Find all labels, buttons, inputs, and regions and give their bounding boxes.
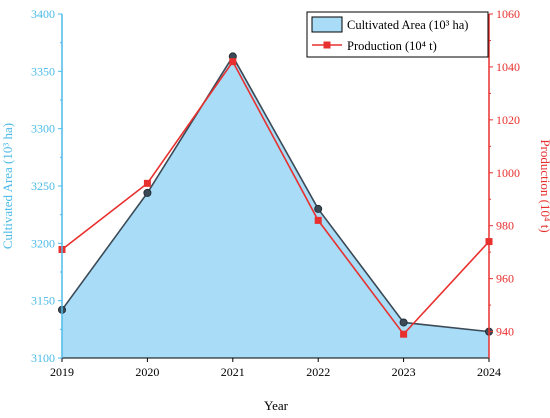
- x-tick-label-2020: 2020: [135, 365, 159, 379]
- left-y-tick-label-3250: 3250: [31, 179, 55, 193]
- axes-layer: 2019 2020 2021 2022 2023 2024 3100 3150 3200 3250…: [31, 7, 520, 379]
- right-y-tick-label-980: 980: [496, 219, 514, 233]
- right-y-axis-title: Production (10⁴ t): [538, 139, 550, 232]
- cultivated-area-point-2020: [143, 188, 152, 197]
- left-y-tick-label-3350: 3350: [31, 64, 55, 78]
- right-y-tick-label-1020: 1020: [496, 113, 520, 127]
- x-tick-label-2021: 2021: [221, 365, 245, 379]
- x-tick-label-2019: 2019: [50, 365, 74, 379]
- legend-production-label: Production (10⁴ t): [347, 39, 437, 53]
- left-y-tick-label-3150: 3150: [31, 294, 55, 308]
- x-axis-title: Year: [264, 398, 289, 413]
- left-y-axis-title: Cultivated Area (10³ ha): [0, 123, 15, 249]
- right-y-tick-label-1040: 1040: [496, 60, 520, 74]
- production-point-2020: [143, 179, 151, 187]
- cultivated-area-line: [61, 54, 490, 333]
- legend-production-marker: [323, 41, 331, 49]
- left-y-tick-label-3400: 3400: [31, 7, 55, 21]
- legend: Cultivated Area (10³ ha) Production (10⁴…: [306, 11, 489, 58]
- right-y-tick-label-1000: 1000: [496, 166, 520, 180]
- x-tick-label-2022: 2022: [306, 365, 330, 379]
- production-line: [61, 60, 490, 336]
- production-point-2021: [229, 58, 237, 66]
- left-y-tick-label-3200: 3200: [31, 236, 55, 250]
- cultivated-area-point-2022: [314, 204, 323, 213]
- cultivated-area-fill: [62, 56, 489, 358]
- legend-area-swatch: [311, 16, 343, 33]
- left-y-tick-label-3300: 3300: [31, 122, 55, 136]
- right-y-tick-label-940: 940: [496, 325, 514, 339]
- x-tick-label-2024: 2024: [477, 365, 501, 379]
- x-tick-label-2023: 2023: [392, 365, 416, 379]
- legend-area-label: Cultivated Area (10³ ha): [347, 18, 468, 32]
- cultivated-area-layer: [58, 52, 493, 358]
- cultivated-area-point-2023: [399, 318, 408, 327]
- right-y-tick-label-960: 960: [496, 272, 514, 286]
- right-y-tick-label-1060: 1060: [496, 7, 520, 21]
- production-point-2023: [400, 330, 408, 338]
- left-y-tick-label-3100: 3100: [31, 351, 55, 365]
- production-point-2022: [314, 216, 322, 224]
